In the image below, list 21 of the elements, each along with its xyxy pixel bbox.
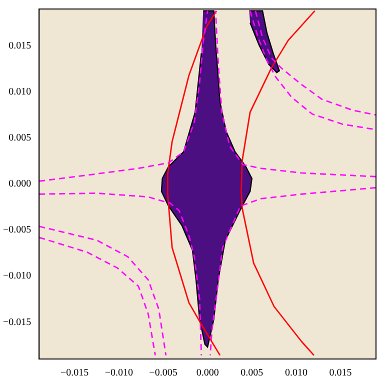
line-series <box>210 186 376 356</box>
x-tick-label: −0.005 <box>149 368 178 379</box>
x-tick-label: −0.015 <box>60 368 89 379</box>
line-series <box>39 236 156 356</box>
y-tick-label: −0.005 <box>3 224 32 236</box>
y-tick-label: 0.015 <box>8 40 32 52</box>
y-tick-label: 0.005 <box>8 132 32 144</box>
x-tick-label: −0.010 <box>104 368 133 379</box>
y-tick-label: −0.010 <box>3 270 32 282</box>
y-tick-label: −0.015 <box>3 316 32 328</box>
line-series <box>214 10 376 178</box>
x-tick-label: 0.015 <box>329 368 352 379</box>
x-tick-label: 0.005 <box>240 368 264 379</box>
x-tick-label: 0.000 <box>196 368 219 379</box>
y-tick-label: 0.000 <box>8 178 32 190</box>
line-series <box>39 226 167 356</box>
line-series <box>39 10 208 182</box>
y-tick-label: 0.010 <box>8 86 32 98</box>
line-series <box>254 10 376 116</box>
x-tick-label: 0.010 <box>284 368 308 379</box>
line-series <box>39 192 202 356</box>
